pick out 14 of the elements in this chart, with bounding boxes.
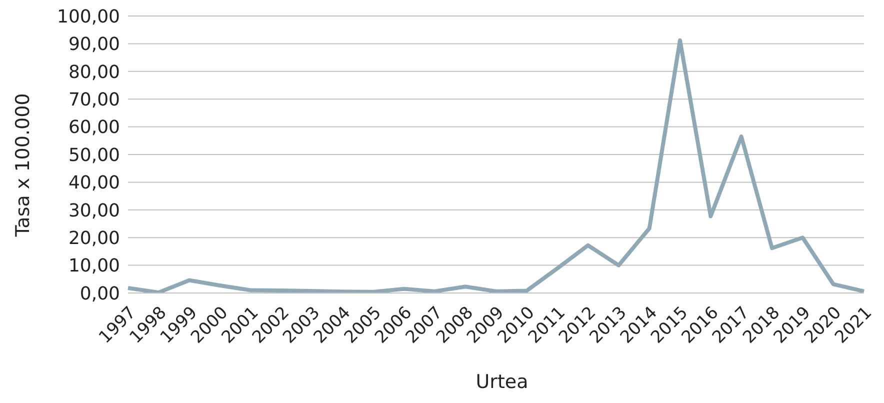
y-axis-title: Tasa x 100.000	[12, 92, 34, 236]
y-tick-label: 60,00	[68, 117, 120, 138]
y-tick-label: 30,00	[68, 200, 120, 222]
y-tick-label: 50,00	[68, 144, 120, 166]
y-tick-label: 80,00	[68, 62, 120, 83]
y-tick-label: 70,00	[68, 89, 120, 110]
y-tick-label: 10,00	[68, 256, 120, 277]
y-tick-label: 0,00	[80, 283, 120, 304]
line-series	[126, 38, 866, 293]
y-tick-label: 20,00	[68, 228, 120, 249]
y-tick-label: 40,00	[68, 172, 120, 194]
x-axis-title: Urtea	[474, 371, 530, 393]
y-tick-label: 90,00	[68, 34, 120, 56]
y-tick-label: 100,00	[57, 6, 120, 28]
